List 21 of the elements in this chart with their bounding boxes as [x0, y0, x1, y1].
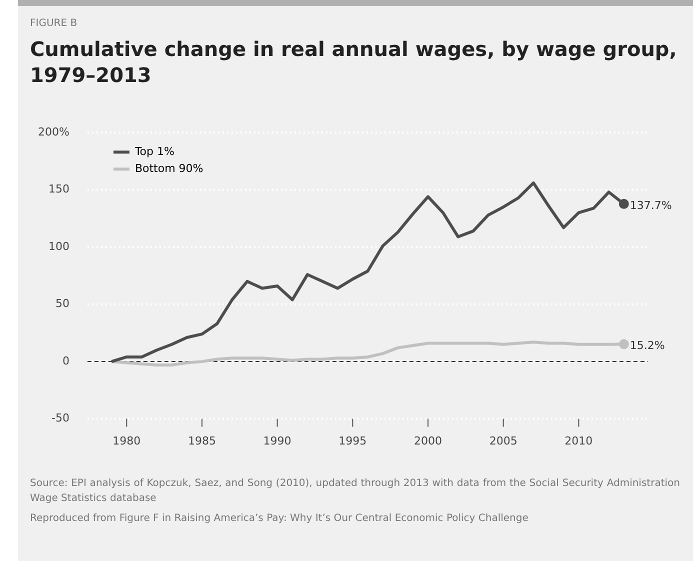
- x-tick-label: 2005: [489, 434, 518, 448]
- legend-label: Bottom 90%: [134, 162, 204, 175]
- y-tick-label: 200%: [38, 125, 70, 138]
- legend-label: Top 1%: [134, 144, 174, 158]
- text: FIGURE B: [30, 18, 78, 29]
- x-tick-label: 1985: [188, 434, 216, 448]
- x-tick-label: 2000: [414, 434, 442, 448]
- x-tick-label: 1990: [263, 434, 292, 448]
- x-tick-label: 1995: [338, 434, 367, 448]
- chart-title: Cumulative change in real annual wages, by wage group, 1979–2013: [30, 36, 678, 88]
- source-note: Source: EPI analysis of Kopczuk, Saez, and Song (2010), updated through 2013 with data from the Social Security Administration Wage Statistics database: [30, 477, 680, 506]
- y-tick-label: 100: [48, 240, 70, 253]
- data-label: 15.2%: [630, 339, 665, 352]
- text: Reproduced from Figure F in Raising America’s Pay: Why It’s Our Central Economic Policy Challenge: [30, 512, 530, 526]
- y-tick-label: 0: [62, 354, 70, 368]
- data-label: 137.7%: [630, 198, 672, 212]
- y-tick-label: -50: [51, 412, 70, 425]
- y-tick-label: 50: [55, 297, 70, 310]
- x-tick-label: 2010: [564, 434, 593, 448]
- y-tick-label: 150: [48, 182, 70, 196]
- x-tick-label: 1980: [112, 434, 141, 448]
